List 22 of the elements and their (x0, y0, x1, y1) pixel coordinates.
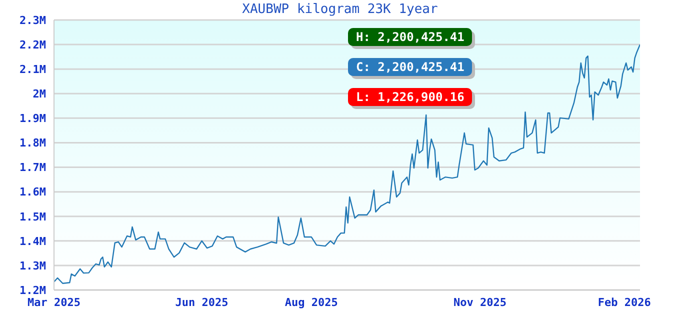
annotation: C: 2,200,425.41 (348, 58, 472, 76)
y-tick-label: 1.9M (20, 112, 46, 126)
y-tick-label: 2.3M (20, 14, 46, 27)
x-tick-label: Feb 2026 (598, 296, 652, 309)
y-tick-label: 1.8M (20, 136, 46, 150)
annotation: H: 2,200,425.41 (348, 28, 472, 46)
x-tick-label: Mar 2025 (28, 296, 80, 309)
y-tick-label: 1.4M (20, 234, 46, 248)
line-series (54, 44, 640, 284)
x-tick-label: Aug 2025 (284, 296, 338, 309)
y-tick-label: 1.6M (20, 186, 46, 199)
y-tick-label: 2.1M (20, 62, 46, 76)
y-tick-label: 2.2M (20, 38, 46, 52)
annotation: L: 1,226,900.16 (348, 88, 472, 106)
x-tick-label: Nov 2025 (454, 296, 507, 309)
x-tick-label: Jun 2025 (175, 296, 228, 309)
chart-title: XAUBWP kilogram 23K 1year (242, 2, 438, 17)
y-tick-label: 1.5M (20, 210, 46, 224)
y-tick-label: 2M (32, 88, 46, 101)
y-tick-label: 1.2M (20, 284, 46, 297)
y-tick-label: 1.7M (20, 161, 46, 174)
y-tick-label: 1.3M (20, 259, 46, 272)
